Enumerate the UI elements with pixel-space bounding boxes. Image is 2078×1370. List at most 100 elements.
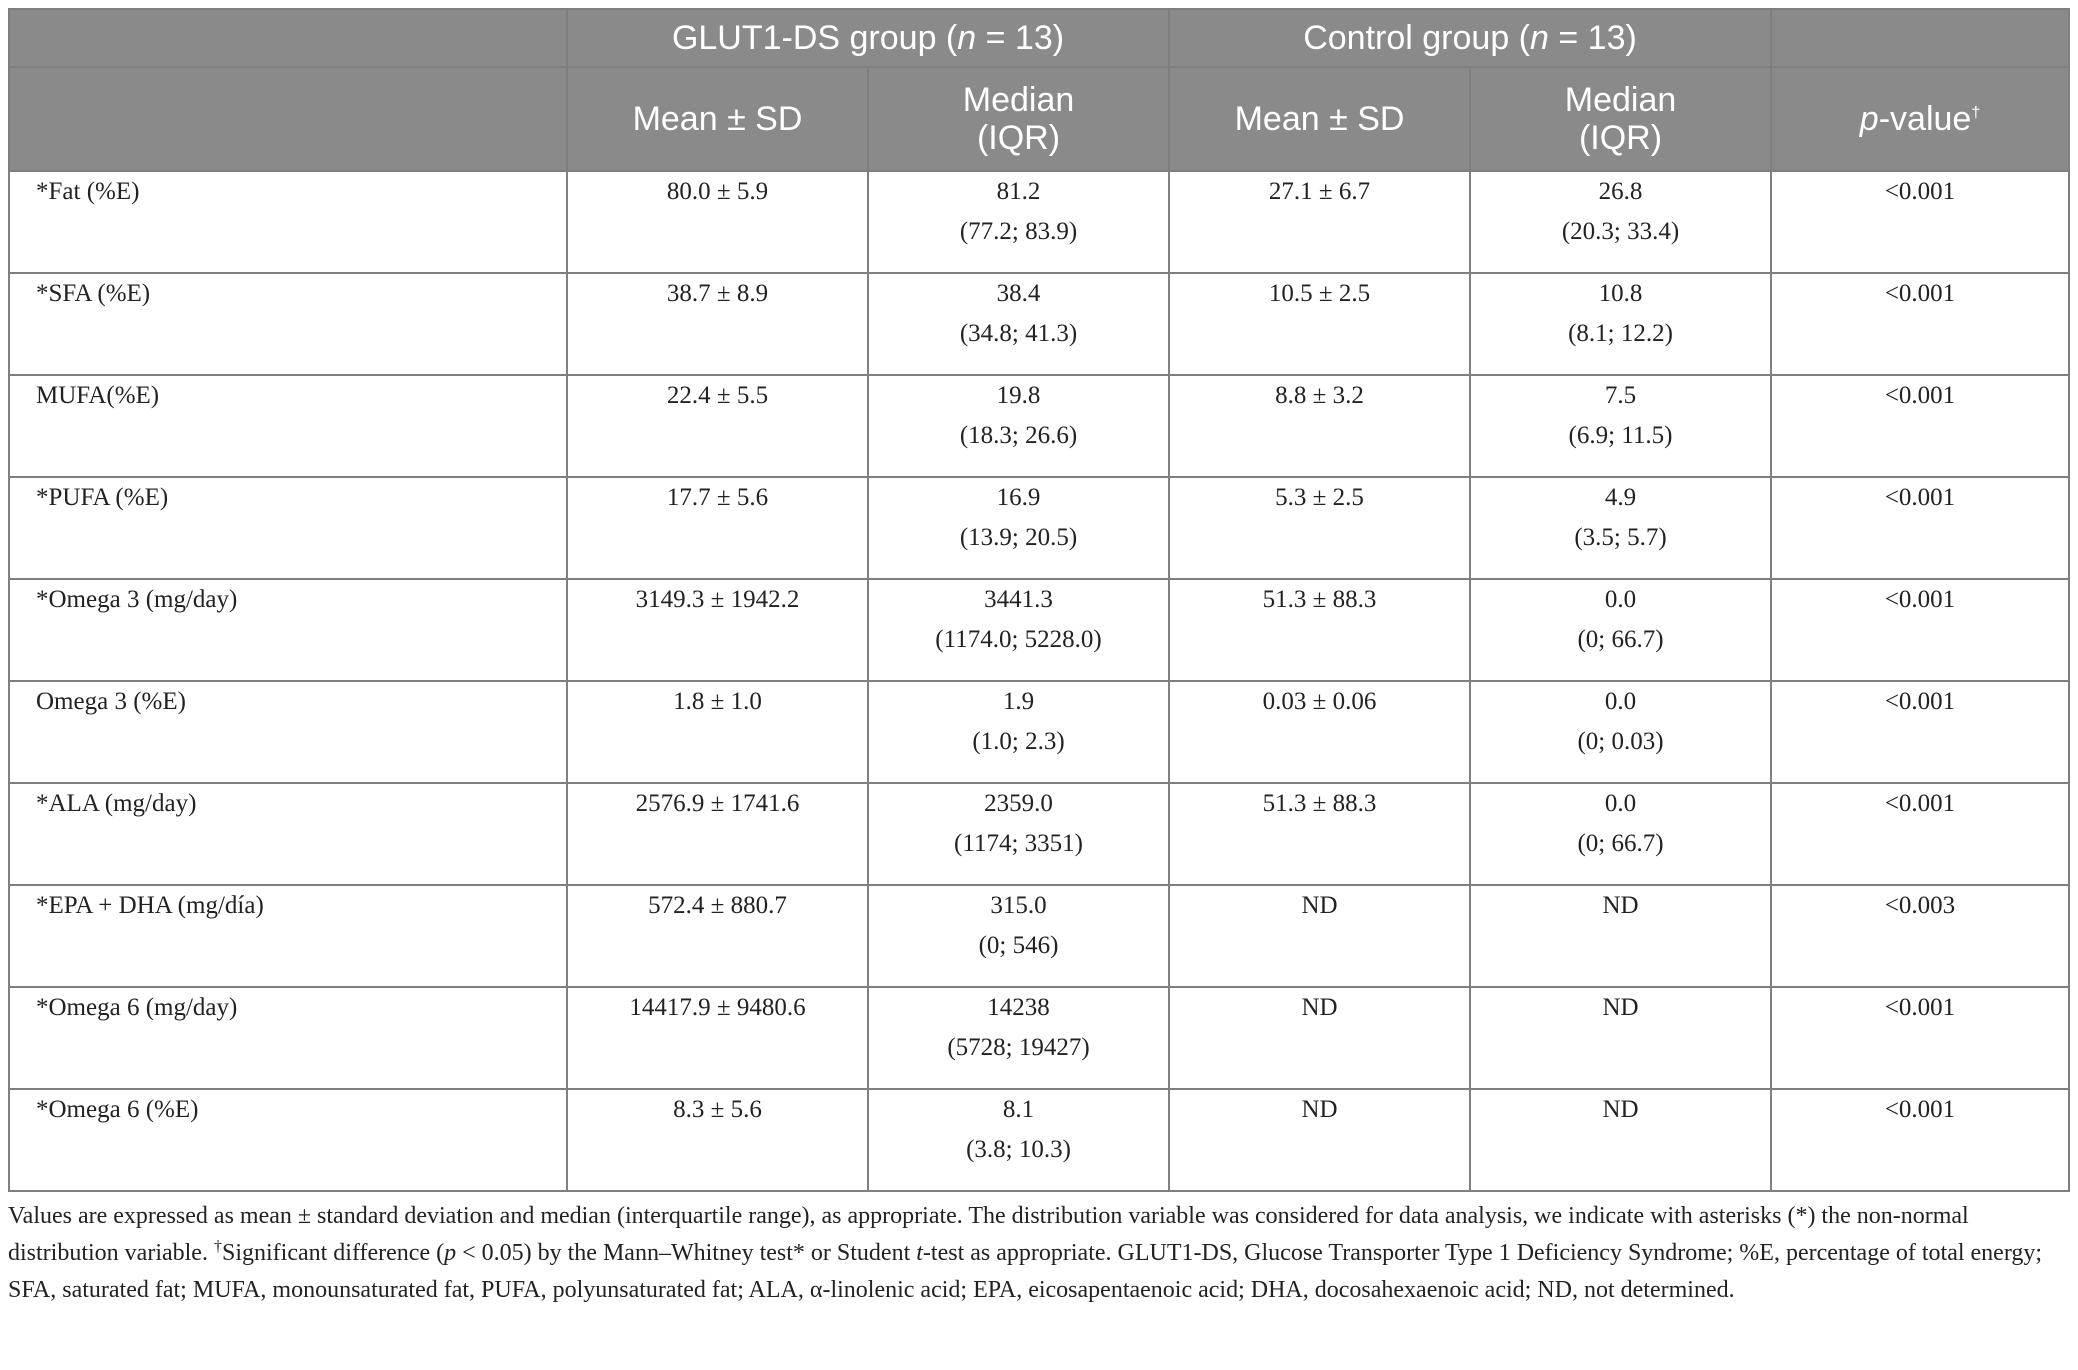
g1-mean-sd: 2576.9 ± 1741.6: [566, 782, 869, 886]
data-table: GLUT1-DS group (n = 13) Control group (n…: [8, 8, 2071, 1192]
row-label-label: *EPA + DHA (mg/día): [36, 892, 264, 919]
g1-mean-sd-g1-mean: 572.4 ± 880.7: [648, 892, 787, 919]
g2-median-iqr: ND: [1469, 986, 1773, 1090]
g2-median-iqr: 26.8 (20.3; 33.4): [1469, 170, 1773, 274]
header-control-group: Control group (n = 13): [1168, 8, 1773, 68]
row-label-label: *ALA (mg/day): [36, 790, 197, 817]
p-value: <0.001: [1770, 476, 2071, 580]
g2-median-iqr-g2-iqr: (0; 66.7): [1577, 626, 1664, 653]
g2-median-iqr: 10.8 (8.1; 12.2): [1469, 272, 1773, 376]
p-value-p: <0.001: [1884, 688, 1956, 715]
g2-mean-sd: ND: [1168, 1088, 1472, 1192]
g2-median-iqr: ND: [1469, 1088, 1773, 1192]
g1-mean-sd-g1-mean: 3149.3 ± 1942.2: [635, 586, 800, 613]
table-footnote: Values are expressed as mean ± standard …: [8, 1203, 2043, 1303]
g2-median-iqr-g2-med: 7.5: [1604, 382, 1637, 409]
g2-mean-sd-g2-mean: 51.3 ± 88.3: [1262, 586, 1377, 613]
g1-median-iqr-g1-iqr: (13.9; 20.5): [959, 524, 1078, 551]
g1-median-iqr-g1-iqr: (5728; 19427): [947, 1034, 1090, 1061]
p-value: <0.001: [1770, 578, 2071, 682]
g2-median-iqr-g2-med: 26.8: [1598, 178, 1643, 205]
header-blank-cell-2: [8, 66, 568, 172]
g2-mean-sd-g2-mean: 5.3 ± 2.5: [1275, 484, 1364, 511]
header-glut1-group: GLUT1-DS group (n = 13): [565, 8, 1171, 68]
p-value-p: <0.003: [1884, 892, 1956, 919]
g2-median-iqr-g2-med: ND: [1602, 1096, 1639, 1123]
g2-mean-sd-g2-mean: 10.5 ± 2.5: [1268, 280, 1371, 307]
g1-mean-sd: 1.8 ± 1.0: [566, 680, 869, 784]
g2-median-iqr-g2-med: 10.8: [1598, 280, 1643, 307]
g2-mean-sd: 51.3 ± 88.3: [1168, 782, 1472, 886]
g1-mean-sd: 22.4 ± 5.5: [566, 374, 869, 478]
g2-mean-sd: ND: [1168, 884, 1472, 988]
g2-median-iqr-g2-iqr: (0; 0.03): [1577, 728, 1664, 755]
g1-mean-sd-g1-mean: 8.3 ± 5.6: [673, 1096, 762, 1123]
g1-mean-sd-g1-mean: 14417.9 ± 9480.6: [629, 994, 806, 1021]
g1-median-iqr-g1-med: 19.8: [996, 382, 1041, 409]
g2-median-iqr-g2-med: 4.9: [1604, 484, 1637, 511]
g1-median-iqr-g1-med: 38.4: [996, 280, 1041, 307]
row-label-label: *Fat (%E): [36, 178, 140, 205]
row-label: MUFA(%E): [8, 374, 568, 478]
g1-median-iqr-g1-med: 3441.3: [984, 586, 1053, 613]
row-label: *PUFA (%E): [8, 476, 568, 580]
g1-mean-sd-g1-mean: 38.7 ± 8.9: [666, 280, 769, 307]
g1-mean-sd: 3149.3 ± 1942.2: [566, 578, 869, 682]
table-body: *Fat (%E) 80.0 ± 5.9 81.2 (77.2; 83.9) 27.1 …: [8, 170, 2071, 1192]
table-row: *EPA + DHA (mg/día) 572.4 ± 880.7 315.0 (0;…: [8, 884, 2071, 988]
g1-median-iqr-g1-iqr: (3.8; 10.3): [966, 1136, 1071, 1163]
g1-mean-sd-g1-mean: 80.0 ± 5.9: [666, 178, 769, 205]
header-g1-mean-sd: Mean ± SD: [566, 66, 869, 172]
g2-median-iqr: 0.0 (0; 0.03): [1469, 680, 1773, 784]
g1-median-iqr-g1-iqr: (1174.0; 5228.0): [935, 626, 1102, 653]
g2-median-iqr-g2-iqr: (6.9; 11.5): [1568, 422, 1673, 449]
row-label: *Omega 6 (mg/day): [8, 986, 568, 1090]
g1-median-iqr-g1-med: 1.9: [1002, 688, 1035, 715]
g1-median-iqr-g1-iqr: (1174; 3351): [954, 830, 1083, 857]
row-label: *SFA (%E): [8, 272, 568, 376]
g2-median-iqr-g2-iqr: (0; 66.7): [1577, 830, 1664, 857]
g2-median-iqr-g2-med: 0.0: [1604, 586, 1637, 613]
g1-mean-sd: 38.7 ± 8.9: [566, 272, 869, 376]
g1-median-iqr-g1-iqr: (1.0; 2.3): [972, 728, 1065, 755]
p-value: <0.001: [1770, 170, 2071, 274]
g2-mean-sd: 10.5 ± 2.5: [1168, 272, 1472, 376]
g2-median-iqr: 7.5 (6.9; 11.5): [1469, 374, 1773, 478]
g2-mean-sd: 27.1 ± 6.7: [1168, 170, 1472, 274]
table-row: Omega 3 (%E) 1.8 ± 1.0 1.9 (1.0; 2.3) 0.03 ±…: [8, 680, 2071, 784]
g1-median-iqr-g1-med: 16.9: [996, 484, 1041, 511]
p-value: <0.001: [1770, 272, 2071, 376]
row-label: *Fat (%E): [8, 170, 568, 274]
g1-median-iqr: 2359.0 (1174; 3351): [866, 782, 1171, 886]
table-row: *Fat (%E) 80.0 ± 5.9 81.2 (77.2; 83.9) 27.1 …: [8, 170, 2071, 274]
g1-median-iqr: 19.8 (18.3; 26.6): [866, 374, 1171, 478]
row-label: *Omega 3 (mg/day): [8, 578, 568, 682]
table-row: *PUFA (%E) 17.7 ± 5.6 16.9 (13.9; 20.5) 5.3 …: [8, 476, 2071, 580]
p-value-p: <0.001: [1884, 382, 1956, 409]
p-value: <0.001: [1770, 986, 2071, 1090]
g1-mean-sd: 8.3 ± 5.6: [566, 1088, 869, 1192]
g2-median-iqr: 4.9 (3.5; 5.7): [1469, 476, 1773, 580]
g2-mean-sd-g2-mean: 8.8 ± 3.2: [1275, 382, 1364, 409]
p-value-p: <0.001: [1884, 280, 1956, 307]
g1-median-iqr: 1.9 (1.0; 2.3): [866, 680, 1171, 784]
row-label: *ALA (mg/day): [8, 782, 568, 886]
g2-median-iqr-g2-med: ND: [1602, 892, 1639, 919]
row-label: *EPA + DHA (mg/día): [8, 884, 568, 988]
g2-median-iqr-g2-iqr: (8.1; 12.2): [1568, 320, 1673, 347]
table-row: *Omega 6 (mg/day) 14417.9 ± 9480.6 14238 (5…: [8, 986, 2071, 1090]
g1-median-iqr-g1-med: 14238: [987, 994, 1050, 1021]
header-g2-median: Median (IQR): [1469, 66, 1773, 172]
g2-median-iqr-g2-med: ND: [1602, 994, 1639, 1021]
table-row: *Omega 3 (mg/day) 3149.3 ± 1942.2 3441.3 (1…: [8, 578, 2071, 682]
g1-median-iqr: 38.4 (34.8; 41.3): [866, 272, 1171, 376]
g2-median-iqr: 0.0 (0; 66.7): [1469, 578, 1773, 682]
g1-mean-sd-g1-mean: 2576.9 ± 1741.6: [635, 790, 800, 817]
g2-mean-sd-g2-mean: ND: [1301, 994, 1338, 1021]
table-row: MUFA(%E) 22.4 ± 5.5 19.8 (18.3; 26.6) 8.8 ± …: [8, 374, 2071, 478]
g2-mean-sd: ND: [1168, 986, 1472, 1090]
g1-median-iqr-g1-iqr: (18.3; 26.6): [959, 422, 1078, 449]
header-blank-cell: [8, 8, 568, 68]
header-row-stats: Mean ± SD Median (IQR) Mean ± SD Median (I…: [8, 66, 2071, 172]
row-label: *Omega 6 (%E): [8, 1088, 568, 1192]
